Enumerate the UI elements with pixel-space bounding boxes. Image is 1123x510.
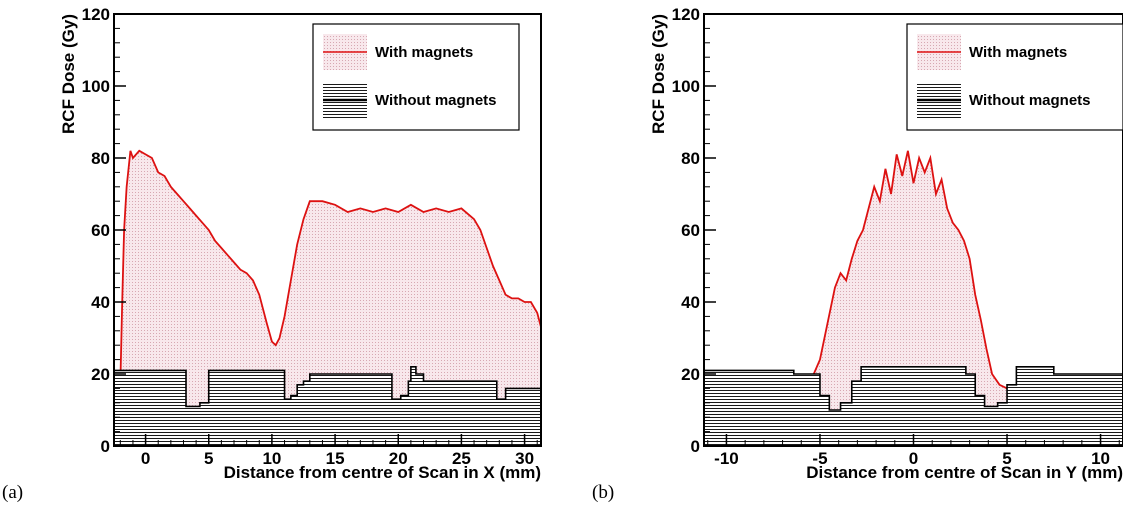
- x-tick-label: 10: [1091, 449, 1110, 468]
- y-tick-label: 60: [91, 221, 110, 240]
- legend: With magnets Without magnets: [312, 23, 520, 131]
- x-tick-label: 15: [326, 449, 345, 468]
- legend-label-with-magnets: With magnets: [375, 44, 473, 61]
- y-tick-label: 40: [91, 293, 110, 312]
- panel-label: (a): [2, 482, 23, 503]
- x-tick-label: 0: [141, 449, 150, 468]
- series-line-with-magnets: [114, 149, 541, 390]
- legend-label-without-magnets: Without magnets: [375, 92, 497, 109]
- y-tick-label: 120: [82, 5, 110, 24]
- series-area-without-magnets: [704, 366, 1123, 446]
- plot-area: [114, 149, 541, 446]
- y-tick-label: 60: [681, 221, 700, 240]
- x-tick-label: -10: [714, 449, 739, 468]
- y-tick-label: 40: [681, 293, 700, 312]
- y-tick-label: 20: [91, 365, 110, 384]
- legend-label-without-magnets: Without magnets: [969, 92, 1091, 109]
- y-tick-label: 80: [91, 149, 110, 168]
- y-tick-label: 20: [681, 365, 700, 384]
- x-tick-label: 0: [909, 449, 918, 468]
- x-tick-label: 5: [1002, 449, 1011, 468]
- x-tick-label: -5: [812, 449, 827, 468]
- series-area-with-magnets: [704, 150, 1123, 446]
- y-axis-title: RCF Dose (Gy): [649, 14, 668, 134]
- panel-label: (b): [592, 482, 614, 503]
- y-tick-label: 100: [672, 77, 700, 96]
- series-area-without-magnets: [114, 366, 541, 446]
- y-tick-label: 120: [672, 5, 700, 24]
- x-tick-label: 20: [389, 449, 408, 468]
- y-tick-label: 0: [101, 437, 110, 456]
- x-tick-label: 25: [452, 449, 471, 468]
- legend: With magnets Without magnets: [906, 23, 1123, 131]
- x-tick-label: 5: [204, 449, 213, 468]
- y-tick-label: 100: [82, 77, 110, 96]
- x-tick-label: 10: [262, 449, 281, 468]
- legend-label-with-magnets: With magnets: [969, 44, 1067, 61]
- series-line-without-magnets: [114, 366, 541, 408]
- series-line-without-magnets: [704, 366, 1123, 411]
- plot-area: [704, 150, 1123, 446]
- y-tick-label: 80: [681, 149, 700, 168]
- x-tick-label: 30: [515, 449, 534, 468]
- y-axis-title: RCF Dose (Gy): [59, 14, 78, 134]
- series-line-with-magnets: [704, 150, 1123, 411]
- y-tick-label: 0: [691, 437, 700, 456]
- x-axis-title: Distance from centre of Scan in X (mm): [224, 463, 541, 482]
- x-axis-title: Distance from centre of Scan in Y (mm): [806, 463, 1123, 482]
